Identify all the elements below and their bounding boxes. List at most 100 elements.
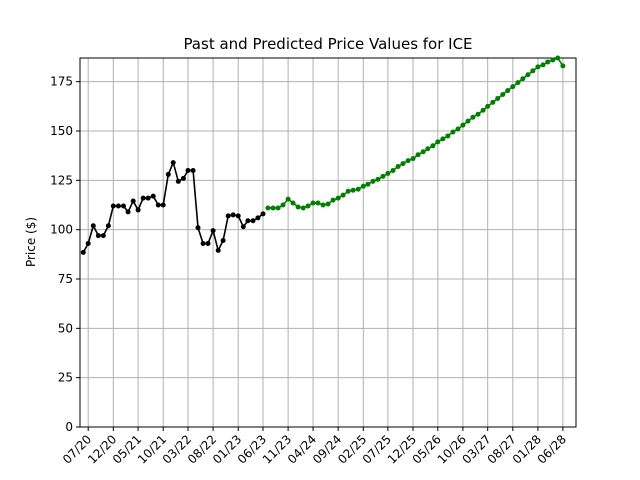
data-point	[345, 188, 351, 194]
data-point	[180, 175, 186, 181]
data-point	[405, 158, 411, 164]
data-point	[450, 129, 456, 135]
data-point	[460, 122, 466, 128]
data-point	[545, 59, 551, 65]
data-point	[235, 213, 241, 219]
data-point	[480, 107, 486, 113]
data-point	[250, 218, 256, 224]
y-tick-label: 175	[50, 75, 73, 89]
data-point	[555, 55, 561, 61]
data-point	[135, 207, 141, 213]
data-point	[475, 111, 481, 117]
data-point	[225, 213, 231, 219]
data-point	[375, 176, 381, 182]
data-point	[495, 95, 501, 101]
data-point	[335, 195, 341, 201]
data-point	[330, 197, 336, 203]
data-point	[190, 167, 196, 173]
data-point	[365, 181, 371, 187]
grid-lines	[80, 58, 576, 428]
data-point	[445, 133, 451, 139]
data-point	[410, 156, 416, 162]
data-point	[290, 200, 296, 206]
chart-title: Past and Predicted Price Values for ICE	[183, 35, 472, 53]
data-point	[120, 203, 126, 209]
data-point	[550, 57, 556, 63]
data-point	[80, 249, 86, 255]
data-point	[530, 68, 536, 74]
data-point	[145, 195, 151, 201]
data-point	[540, 62, 546, 68]
x-axis-ticks: 07/2012/2005/2110/2103/2208/2201/2306/23…	[60, 427, 569, 467]
y-tick-label: 0	[65, 420, 73, 434]
data-point	[275, 205, 281, 211]
data-point	[165, 171, 171, 177]
data-point	[485, 103, 491, 109]
data-point	[520, 76, 526, 82]
y-axis-label: Price ($)	[24, 217, 38, 267]
data-point	[110, 203, 116, 209]
series-layer	[80, 55, 566, 255]
data-point	[205, 240, 211, 246]
series-line	[82, 161, 264, 253]
data-point	[200, 240, 206, 246]
data-point	[175, 178, 181, 184]
data-point	[215, 247, 221, 253]
data-point	[455, 126, 461, 132]
data-point	[510, 84, 516, 90]
data-point	[355, 186, 361, 192]
data-point	[370, 178, 376, 184]
data-point	[500, 92, 506, 98]
data-point	[245, 218, 251, 224]
data-point	[155, 202, 161, 208]
data-point	[160, 202, 166, 208]
data-point	[390, 167, 396, 173]
data-point	[415, 152, 421, 158]
data-point	[95, 233, 101, 239]
data-point	[285, 196, 291, 202]
data-point	[505, 88, 511, 94]
data-point	[270, 205, 276, 211]
data-point	[280, 202, 286, 208]
data-point	[220, 238, 226, 244]
y-tick-label: 100	[50, 223, 73, 237]
y-axis-ticks: 0 25 50 75 100 125 150 175	[50, 75, 80, 434]
data-point	[170, 160, 176, 166]
data-point	[90, 223, 96, 229]
data-point	[515, 80, 521, 86]
y-tick-label: 75	[58, 272, 73, 286]
data-point	[300, 205, 306, 211]
data-point	[295, 204, 301, 210]
data-point	[140, 195, 146, 201]
data-point	[105, 223, 111, 229]
data-point	[380, 173, 386, 179]
data-point	[150, 193, 156, 199]
data-point	[85, 240, 91, 246]
data-point	[350, 187, 356, 193]
data-point	[230, 212, 236, 218]
data-point	[525, 72, 531, 78]
plot-area-frame	[79, 57, 577, 428]
data-point	[315, 200, 321, 206]
data-point	[100, 233, 106, 239]
y-tick-label: 25	[58, 371, 73, 385]
data-point	[255, 215, 261, 221]
data-point	[435, 139, 441, 145]
data-point	[305, 203, 311, 209]
data-point	[310, 200, 316, 206]
data-point	[115, 203, 121, 209]
y-tick-label: 50	[58, 321, 73, 335]
data-point	[430, 143, 436, 149]
data-point	[560, 63, 566, 69]
data-point	[260, 211, 266, 217]
data-point	[385, 170, 391, 176]
data-point	[185, 167, 191, 173]
y-tick-label: 125	[50, 173, 73, 187]
data-point	[360, 183, 366, 189]
data-point	[535, 64, 541, 70]
data-point	[395, 164, 401, 170]
data-point	[340, 192, 346, 198]
data-point	[240, 224, 246, 230]
x-tick-label: 06/28	[535, 432, 569, 466]
